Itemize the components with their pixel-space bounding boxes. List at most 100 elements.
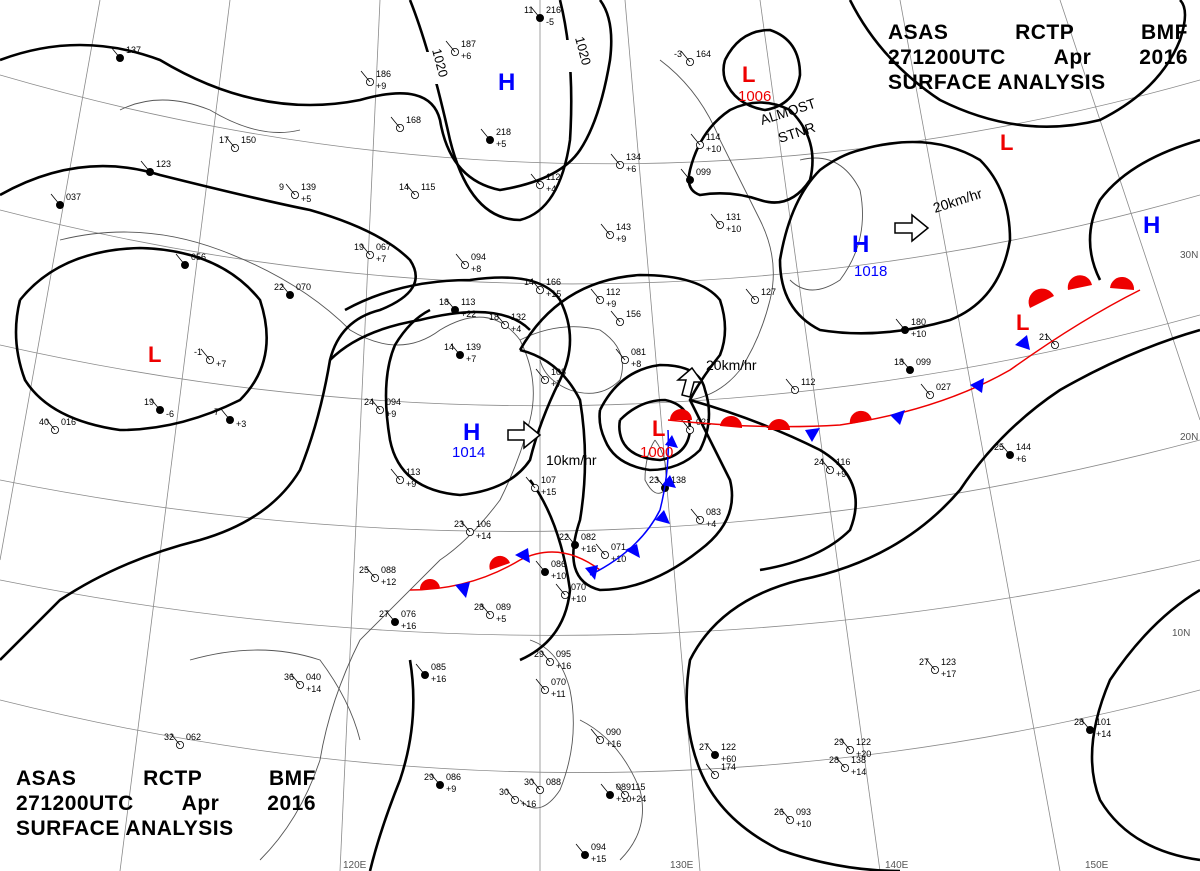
station-temperature: 23 (649, 475, 659, 485)
station-pressure: 174 (721, 762, 736, 772)
station-temperature: 24 (364, 397, 374, 407)
station-plot: 24 116 +9 (814, 457, 850, 479)
station-pressure: 114 (706, 132, 720, 142)
station-plot: 27 076 +16 (379, 609, 416, 631)
wind-barb (835, 756, 846, 769)
wind-barb (150, 398, 161, 411)
station-plot: 180+10 (895, 317, 926, 339)
station-temperature: 14 (399, 182, 409, 192)
station-tendency: +5 (301, 194, 311, 204)
lon-label-140e: 140E (885, 860, 909, 871)
wind-barb (290, 673, 301, 686)
station-plot: 218+5 (480, 127, 511, 149)
title-line2: 271200UTC Apr 2016 (888, 45, 1188, 70)
station-pressure: 088 (381, 565, 396, 575)
station-tendency: +8 (471, 264, 481, 274)
station-tendency: +4 (546, 184, 556, 194)
low-siberia-pressure: 1006 (738, 88, 771, 105)
station-temperature: 14 (444, 342, 454, 352)
title-subtitle-bottom: SURFACE ANALYSIS (16, 817, 234, 840)
station-tendency: +22 (461, 309, 476, 319)
wind-barb (370, 398, 381, 411)
station-plot: -3 164 (674, 49, 711, 67)
station-pressure: 070 (551, 677, 566, 687)
station-temperature: 36 (284, 672, 294, 682)
station-pressure: 131 (726, 212, 741, 222)
wind-barb (895, 318, 906, 331)
station-plot: 30 +16 (499, 787, 536, 809)
low-aleutian-label: L (1000, 130, 1013, 155)
station-plot: 26 093 +10 (774, 807, 811, 829)
station-plot: 17 150 (219, 135, 256, 152)
lon-label-130e: 130E (670, 860, 694, 871)
wind-barb (925, 658, 936, 671)
wind-barb (460, 520, 471, 533)
wind-barb (480, 603, 491, 616)
station-tendency: +12 (381, 577, 396, 587)
front-symbols (419, 275, 1135, 598)
station-pressure: 095 (556, 649, 571, 659)
wind-barb (505, 788, 516, 801)
station-tendency: +8 (631, 359, 641, 369)
station-pressure: 139 (466, 342, 481, 352)
station-temperature: 18 (489, 312, 499, 322)
station-plot: 24 094 +9 (364, 397, 401, 419)
isobar-labels: 1020 1020 (420, 35, 594, 84)
wind-barb (110, 46, 121, 59)
station-pressure: 099 (916, 357, 931, 367)
title-line2-bottom: 271200UTC Apr 2016 (16, 791, 316, 816)
station-tendency: +9 (616, 234, 626, 244)
station-pressure: 186 (376, 69, 391, 79)
station-temperature: 28 (829, 755, 839, 765)
station-pressure: 085 (431, 662, 446, 672)
high-far-east-label: H (1143, 212, 1160, 239)
station-tendency: +5 (496, 614, 506, 624)
station-pressure: 134 (626, 152, 641, 162)
station-pressure: 107 (541, 475, 556, 485)
lat-label-10n: 10N (1172, 628, 1190, 639)
wind-barb (920, 383, 931, 396)
high-west-china-label: H (498, 69, 515, 96)
station-pressure: 083 (706, 507, 721, 517)
station-temperature: 27 (919, 657, 929, 667)
station-pressure: 113 (461, 297, 475, 307)
wind-barb (535, 560, 546, 573)
station-tendency: +7 (551, 379, 561, 389)
station-pressure: 143 (616, 222, 631, 232)
station-tendency: +10 (551, 571, 566, 581)
station-plot: 29 086 +9 (424, 772, 461, 794)
station-temperature: 25 (359, 565, 369, 575)
title-office-bottom: BMF (269, 767, 316, 790)
wind-barb (1080, 718, 1091, 731)
wind-barb (710, 213, 721, 226)
station-temperature: 30 (524, 777, 534, 787)
station-pressure: 112 (546, 172, 560, 182)
station-plot: 32 062 (164, 732, 201, 750)
wind-barb (535, 678, 546, 691)
title-line1: ASAS RCTP BMF (888, 20, 1188, 45)
title-product-bottom: ASAS (16, 767, 77, 790)
station-pressure: 112 (801, 377, 815, 387)
wind-barb (600, 783, 611, 796)
station-plot: 086+10 (535, 559, 566, 581)
title-block-bottom: ASAS RCTP BMF 271200UTC Apr 2016 SURFACE… (16, 766, 316, 841)
title-year-bottom: 2016 (267, 792, 316, 815)
wind-barb (785, 378, 796, 391)
isobar-label-1020-west: 1020 (429, 47, 451, 79)
wind-barb (530, 778, 541, 791)
wind-barb (220, 408, 231, 421)
station-plot: 18 132 +4 (489, 312, 526, 334)
lon-label-120e: 120E (343, 860, 367, 871)
wind-barb (690, 133, 701, 146)
wind-barb (590, 728, 601, 741)
station-temperature: 22 (559, 532, 569, 542)
station-pressure: 088 (546, 777, 561, 787)
low-pacific-front-label: L (1016, 310, 1029, 335)
station-pressure: 086 (446, 772, 461, 782)
station-pressure: 123 (156, 159, 171, 169)
station-tendency: +9 (376, 81, 386, 91)
isobar-label-1020-east: 1020 (572, 35, 594, 67)
station-tendency: +10 (616, 794, 631, 804)
station-tendency: +6 (626, 164, 636, 174)
